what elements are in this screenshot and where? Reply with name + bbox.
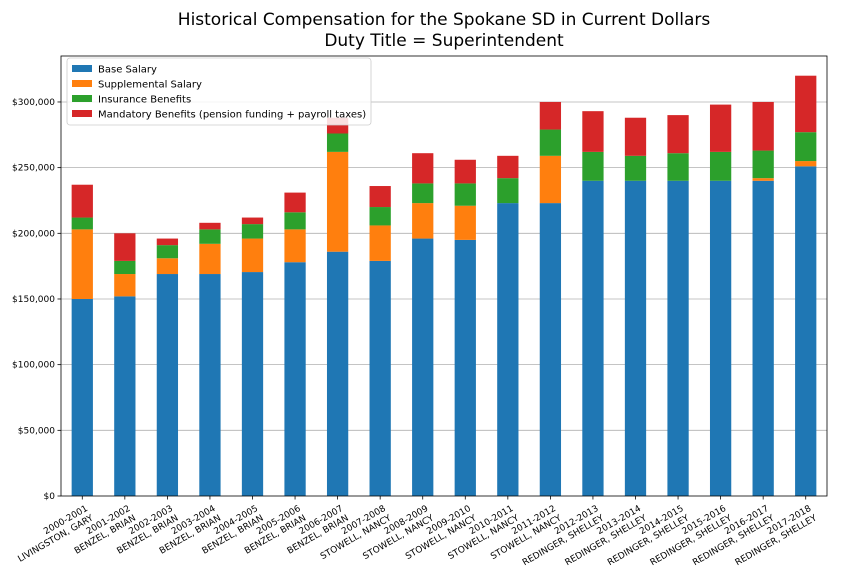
bar-segment [497, 178, 519, 204]
bar-segment [412, 203, 434, 239]
legend: Base Salary Supplemental Salary Insurance … [66, 57, 372, 126]
y-tick-labels: $0 $50,000 $100,000 $150,000 $200,000 $250,00… [12, 98, 61, 502]
y-tick-label: $200,000 [12, 229, 55, 239]
legend-label: Mandatory Benefits (pension funding + pa… [98, 110, 366, 121]
bar-segment [241, 238, 264, 273]
bar-segment [795, 75, 817, 133]
y-tick-label: $100,000 [12, 361, 55, 371]
legend-box [66, 57, 372, 126]
axes [60, 55, 828, 497]
bars [71, 75, 817, 496]
bar-segment [241, 224, 264, 239]
bar-segment [709, 104, 732, 152]
y-tick-label: $50,000 [18, 426, 55, 436]
bar-segment [795, 161, 817, 167]
bar-segment [497, 155, 519, 179]
legend-swatch [72, 80, 92, 87]
bar-segment [326, 133, 349, 152]
bar-segment [241, 217, 264, 225]
chart-subtitle: Duty Title = Superintendent [324, 31, 564, 51]
bar-segment [71, 298, 93, 496]
bar-segment [156, 245, 179, 259]
gridlines [61, 101, 827, 431]
bar-segment [369, 207, 391, 226]
bar-segment [624, 155, 647, 181]
y-tick-label: $300,000 [12, 98, 55, 108]
plot-frame [60, 55, 828, 497]
bar-segment [667, 180, 689, 496]
bar-segment [539, 155, 562, 204]
legend-swatch [72, 95, 92, 102]
bar-segment [284, 262, 306, 496]
legend-label: Insurance Benefits [98, 95, 191, 106]
legend-swatch [72, 110, 92, 117]
bar-segment [326, 151, 349, 252]
bar-segment [284, 229, 306, 263]
bar-segment [582, 180, 604, 496]
bar-segment [752, 150, 774, 179]
bar-segment [454, 239, 476, 496]
bar-segment [369, 225, 391, 261]
bar-segment [199, 229, 221, 244]
y-tick-label: $150,000 [12, 295, 55, 305]
bar-segment [369, 260, 391, 496]
legend-label: Base Salary [98, 65, 157, 76]
bar-segment [284, 192, 306, 213]
bar-segment [582, 151, 604, 181]
bar-segment [709, 151, 732, 181]
bar-segment [454, 205, 476, 240]
bar-segment [369, 186, 391, 208]
bar-segment [624, 180, 647, 496]
bar-segment [114, 233, 136, 261]
bar-segment [71, 217, 93, 230]
bar-segment [752, 180, 774, 496]
bar-segment [199, 222, 221, 230]
bar-segment [539, 203, 562, 496]
bar-segment [667, 115, 689, 154]
bar-segment [454, 183, 476, 206]
bar-segment [71, 184, 93, 218]
bar-segment [539, 129, 562, 156]
bar-segment [199, 274, 221, 496]
bar-segment [454, 159, 476, 184]
bar-segment [284, 212, 306, 230]
y-tick-label: $0 [44, 492, 56, 502]
bar-segment [752, 101, 774, 151]
bar-segment [412, 238, 434, 496]
bar-segment [795, 132, 817, 162]
bar-segment [114, 260, 136, 275]
bar-segment [326, 251, 349, 496]
bar-segment [709, 180, 732, 496]
bar-segment [667, 153, 689, 181]
bar-segment [241, 272, 264, 496]
bar-segment [71, 229, 93, 299]
bar-segment [156, 258, 179, 275]
legend-label: Supplemental Salary [98, 80, 202, 91]
bar-segment [412, 153, 434, 184]
bar-segment [624, 117, 647, 156]
bar-segment [582, 111, 604, 152]
bar-segment [412, 183, 434, 204]
bar-segment [539, 101, 562, 130]
y-tick-label: $250,000 [12, 164, 55, 174]
bar-segment [114, 296, 136, 496]
bar-segment [752, 178, 774, 181]
bar-segment [199, 243, 221, 275]
legend-swatch [72, 65, 92, 72]
chart-title: Historical Compensation for the Spokane … [178, 10, 711, 30]
bar-segment [156, 238, 179, 246]
bar-segment [156, 274, 179, 496]
bar-segment [795, 166, 817, 496]
bar-segment [497, 203, 519, 496]
bar-segment [114, 274, 136, 297]
